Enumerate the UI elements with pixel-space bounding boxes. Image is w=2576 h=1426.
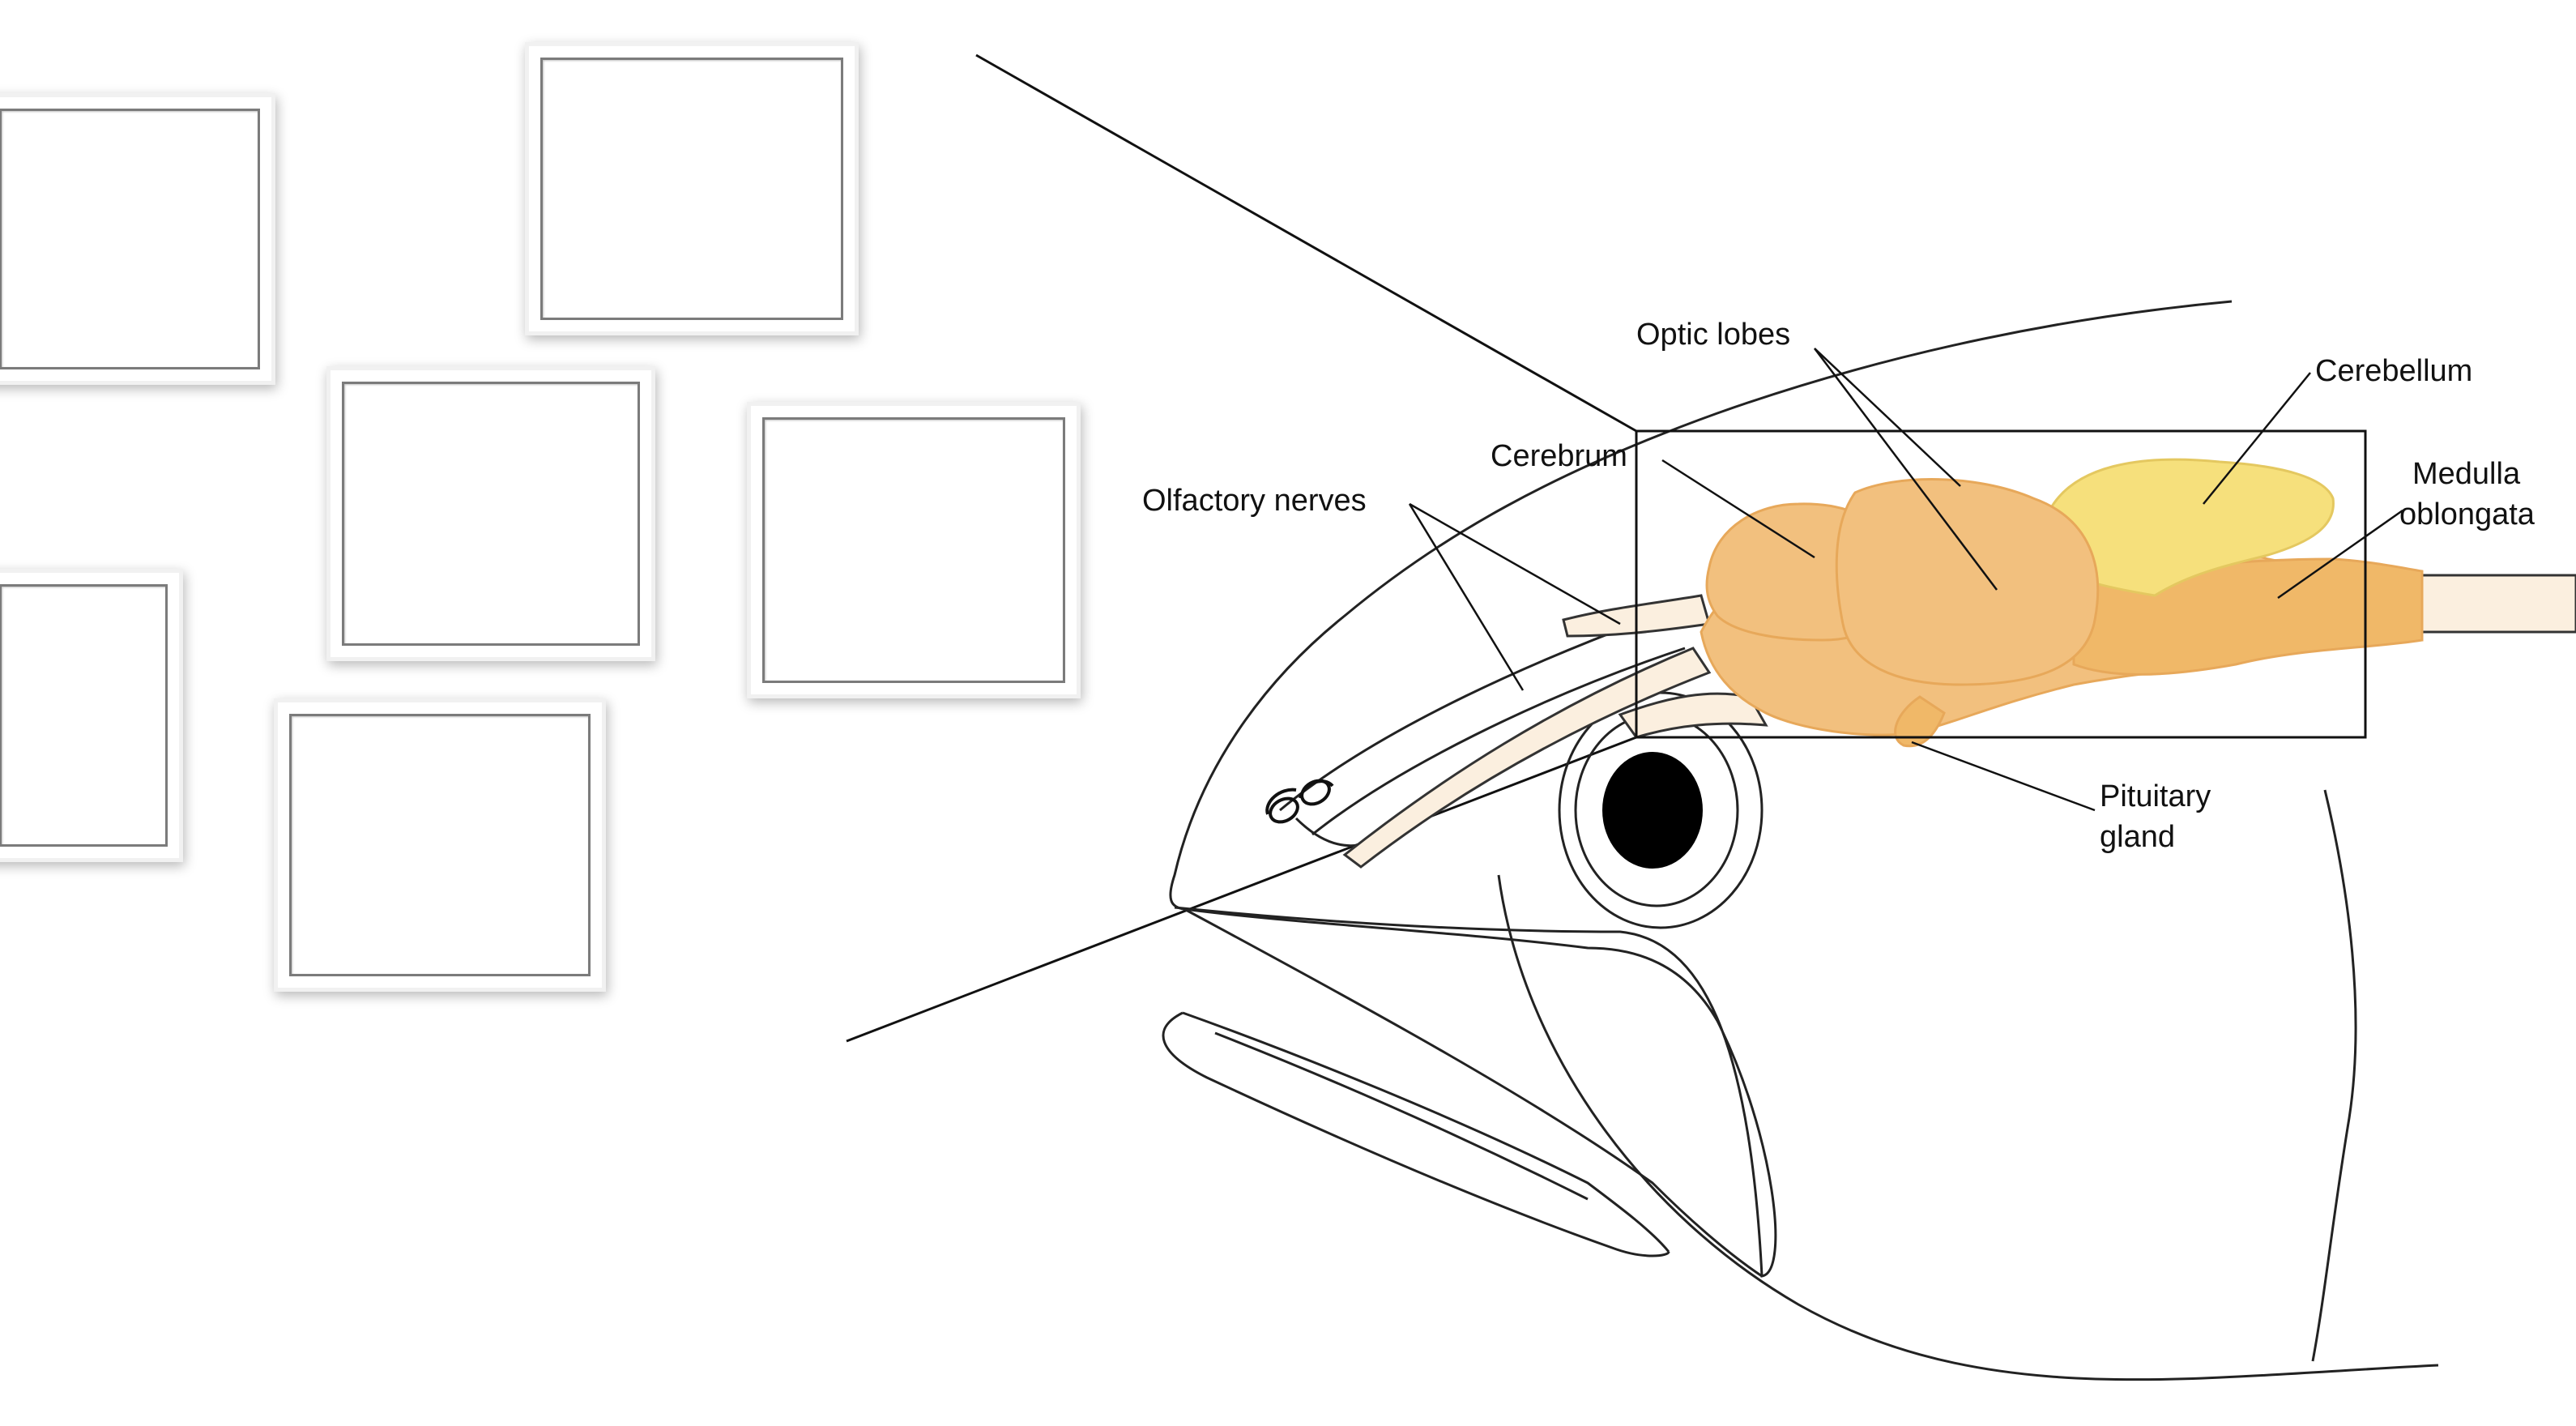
label-cerebrum: Cerebrum [1491,439,1627,473]
label-cerebellum: Cerebellum [2315,354,2472,388]
drop-zone-frame [762,417,1065,683]
diagram-labels: Optic lobes Cerebellum Cerebrum Medulla … [1142,318,2535,854]
drop-zone-frame [540,58,843,320]
label-optic-lobes: Optic lobes [1636,318,1790,352]
label-medulla-line1: Medulla [2412,457,2521,491]
spinal-cord [2396,574,2576,634]
label-pituitary-line2: gland [2100,820,2175,854]
drop-zone-frame [289,714,591,976]
drop-zone-4[interactable] [747,402,1081,698]
drop-zone-frame [0,584,168,847]
drop-zone-frame [0,109,260,369]
leader-lines [1408,348,2403,812]
drop-zone-3[interactable] [326,366,655,661]
label-pituitary-line1: Pituitary [2100,779,2211,813]
pituitary-gland [1894,695,1946,748]
drop-zone-2[interactable] [525,42,859,335]
fish-head-outline [1162,300,2439,1381]
nostril-icon [1265,779,1334,824]
drop-zone-1[interactable] [0,93,275,385]
drop-zone-frame [342,382,640,646]
drop-zone-5[interactable] [0,569,183,862]
zoom-rectangle [1635,429,2367,739]
zoom-projection-lines [846,53,1637,1043]
drop-zone-6[interactable] [274,698,606,992]
label-olfactory-nerves: Olfactory nerves [1142,484,1367,518]
optic-lobes [1835,478,2100,686]
label-medulla-line2: oblongata [2399,497,2535,532]
brain [1700,458,2576,748]
